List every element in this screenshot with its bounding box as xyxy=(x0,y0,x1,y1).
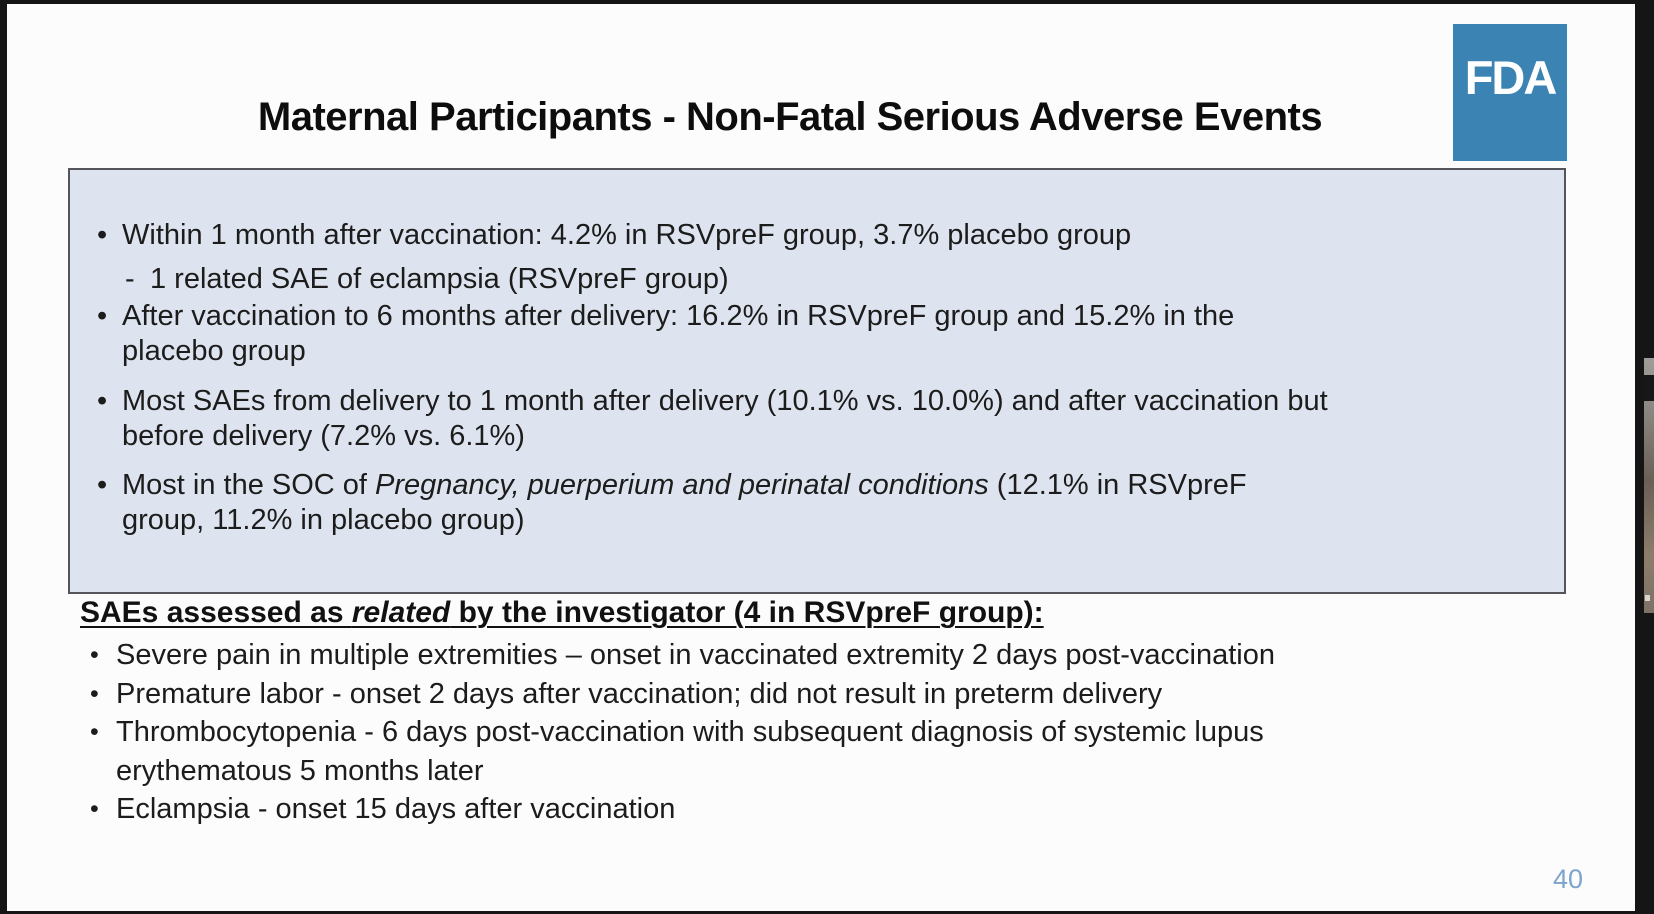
bullet-marker: • xyxy=(90,718,99,747)
list-item-text: Severe pain in multiple extremities – on… xyxy=(116,639,1275,671)
background-window-detail xyxy=(1645,595,1650,601)
letterbox-bottom xyxy=(0,911,1654,914)
list-item-text: Most SAEs from delivery to 1 month after… xyxy=(122,385,1328,417)
list-item-text: placebo group xyxy=(122,335,306,367)
letterbox-top xyxy=(0,0,1654,4)
bullet-marker: • xyxy=(90,641,99,669)
list-item-text: Within 1 month after vaccination: 4.2% i… xyxy=(122,219,1132,251)
list-subitem: - 1 related SAE of eclampsia (RSVpreF gr… xyxy=(70,262,1544,297)
list-item-text: Thrombocytopenia - 6 days post-vaccinati… xyxy=(116,716,1264,749)
list-item: • Most in the SOC of Pregnancy, puerperi… xyxy=(70,468,1544,538)
list-item: • Most SAEs from delivery to 1 month aft… xyxy=(70,384,1544,454)
list-item-text: Eclampsia - onset 15 days after vaccinat… xyxy=(116,793,676,826)
list-item-text: Premature labor - onset 2 days after vac… xyxy=(116,677,1163,710)
dash-marker: - xyxy=(125,263,135,295)
fda-logo: FDA xyxy=(1453,24,1567,161)
background-window-edge xyxy=(1644,358,1654,613)
list-item: • Within 1 month after vaccination: 4.2%… xyxy=(70,218,1544,253)
list-item: • Premature labor - onset 2 days after v… xyxy=(80,675,1580,714)
italic-related-word: related xyxy=(351,596,451,629)
list-item-text: After vaccination to 6 months after deli… xyxy=(122,300,1235,332)
bullet-marker: • xyxy=(97,385,108,417)
list-item-text: before delivery (7.2% vs. 6.1%) xyxy=(122,420,525,452)
list-item-text: erythematous 5 months later xyxy=(116,754,484,787)
list-item-text: group, 11.2% in placebo group) xyxy=(122,504,525,536)
list-item-text: 1 related SAE of eclampsia (RSVpreF grou… xyxy=(150,263,729,295)
list-item: • After vaccination to 6 months after de… xyxy=(70,299,1544,369)
page-number: 40 xyxy=(1552,864,1584,894)
letterbox-left xyxy=(0,0,7,914)
bullet-marker: • xyxy=(97,469,108,501)
list-item: • Thrombocytopenia - 6 days post-vaccina… xyxy=(80,713,1580,790)
list-item-text: Most in the SOC of Pregnancy, puerperium… xyxy=(122,469,1247,501)
list-item: • Severe pain in multiple extremities – … xyxy=(80,636,1580,675)
italic-soc-term: Pregnancy, puerperium and perinatal cond… xyxy=(375,469,989,501)
list-item: • Eclampsia - onset 15 days after vaccin… xyxy=(80,790,1580,829)
bullet-marker: • xyxy=(90,795,99,824)
related-saes-heading: SAEs assessed as related by the investig… xyxy=(80,596,1044,629)
slide-title: Maternal Participants - Non-Fatal Seriou… xyxy=(257,94,1323,139)
background-window-detail xyxy=(1644,375,1654,401)
fda-logo-text: FDA xyxy=(1464,51,1558,104)
bullet-marker: • xyxy=(97,219,108,251)
related-saes-section: SAEs assessed as related by the investig… xyxy=(80,596,1580,829)
summary-box: • Within 1 month after vaccination: 4.2%… xyxy=(68,168,1566,594)
bullet-marker: • xyxy=(97,300,108,332)
bullet-marker: • xyxy=(90,679,99,708)
